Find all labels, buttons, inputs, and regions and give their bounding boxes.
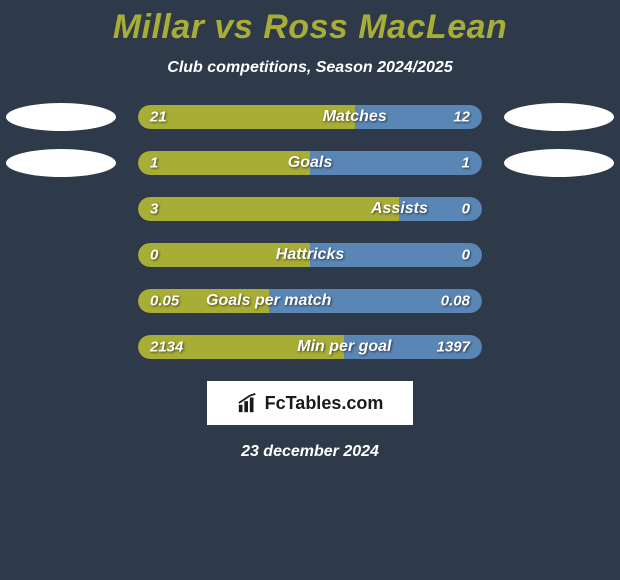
stat-value-right: 1397: [437, 339, 470, 356]
stats-area: Matches 21 12 Goals 1 1 Assists 3 0 Hattricks 0 0 Go…: [0, 105, 620, 359]
stat-value-right: 1: [462, 155, 470, 172]
stat-value-left: 21: [150, 109, 167, 126]
stat-row: Matches 21 12: [0, 105, 620, 129]
chart-icon: [237, 392, 259, 414]
player-oval-right: [504, 103, 614, 131]
stat-bar: Assists 3 0: [138, 197, 482, 221]
stat-bar: Min per goal 2134 1397: [138, 335, 482, 359]
player-oval-left: [6, 103, 116, 131]
stat-label: Matches: [323, 108, 387, 126]
stat-label: Min per goal: [297, 338, 391, 356]
date-label: 23 december 2024: [241, 443, 379, 461]
stat-bar: Matches 21 12: [138, 105, 482, 129]
stat-row: Goals 1 1: [0, 151, 620, 175]
player-oval-left: [6, 149, 116, 177]
stat-row: Min per goal 2134 1397: [0, 335, 620, 359]
stat-value-left: 3: [150, 201, 158, 218]
comparison-infographic: Millar vs Ross MacLean Club competitions…: [0, 0, 620, 461]
player-oval-right: [504, 149, 614, 177]
stat-value-right: 0: [462, 201, 470, 218]
stat-label: Goals: [288, 154, 332, 172]
logo-text: FcTables.com: [265, 393, 384, 414]
stat-row: Assists 3 0: [0, 197, 620, 221]
stat-value-left: 2134: [150, 339, 183, 356]
stat-bar: Goals 1 1: [138, 151, 482, 175]
stat-bar-left: [138, 197, 399, 221]
stat-label: Goals per match: [206, 292, 331, 310]
stat-row: Hattricks 0 0: [0, 243, 620, 267]
stat-value-right: 0: [462, 247, 470, 264]
stat-label: Hattricks: [276, 246, 344, 264]
stat-bar: Hattricks 0 0: [138, 243, 482, 267]
stat-bar-right: [310, 151, 482, 175]
page-title: Millar vs Ross MacLean: [113, 8, 508, 47]
stat-bar-left: [138, 151, 310, 175]
source-logo: FcTables.com: [207, 381, 413, 425]
stat-value-right: 0.08: [441, 293, 470, 310]
stat-label: Assists: [371, 200, 428, 218]
stat-row: Goals per match 0.05 0.08: [0, 289, 620, 313]
stat-value-left: 0: [150, 247, 158, 264]
stat-value-left: 0.05: [150, 293, 179, 310]
stat-value-left: 1: [150, 155, 158, 172]
page-subtitle: Club competitions, Season 2024/2025: [167, 59, 452, 77]
stat-value-right: 12: [453, 109, 470, 126]
stat-bar: Goals per match 0.05 0.08: [138, 289, 482, 313]
